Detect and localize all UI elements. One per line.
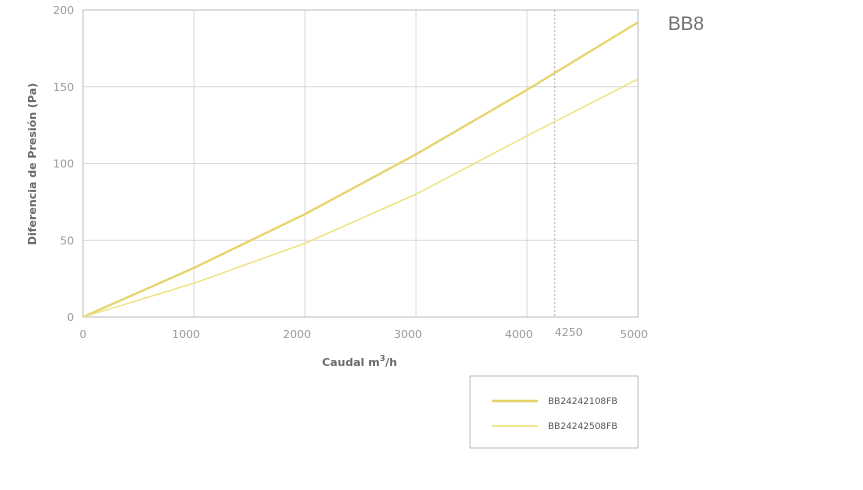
y-tick-labels: 0 50 100 150 200	[53, 4, 74, 324]
y-tick-label: 150	[53, 81, 74, 94]
legend-label: BB24242508FB	[548, 422, 618, 432]
legend-label: BB24242108FB	[548, 397, 618, 407]
y-tick-label: 0	[67, 311, 74, 324]
x-axis-title-sup: 3	[380, 354, 386, 363]
legend: BB24242108FB BB24242508FB	[469, 375, 639, 449]
y-tick-label: 200	[53, 4, 74, 17]
x-tick-label: 1000	[172, 328, 200, 341]
series-line	[82, 78, 639, 318]
legend-items: BB24242108FB BB24242508FB	[492, 397, 618, 432]
x-axis-title-tail: /h	[385, 356, 397, 369]
x-tick-label: 4000	[505, 328, 533, 341]
x-tick-label: 0	[80, 328, 87, 341]
y-tick-label: 50	[60, 234, 74, 247]
chart-title: BB8	[668, 14, 704, 35]
x-tick-label: 5000	[620, 328, 648, 341]
x-axis-title-main: Caudal m	[322, 356, 380, 369]
x-axis-title: Caudal m3/h	[322, 354, 397, 369]
series-line	[82, 21, 639, 319]
x-tick-label: 2000	[283, 328, 311, 341]
series-lines	[82, 21, 639, 319]
legend-box	[469, 375, 639, 449]
y-axis-title: Diferencia de Presión (Pa)	[26, 83, 39, 245]
y-tick-label: 100	[53, 158, 74, 171]
marker-label: 4250	[555, 326, 583, 339]
x-tick-label: 3000	[394, 328, 422, 341]
plot-frame	[82, 9, 639, 318]
x-tick-labels: 0 1000 2000 3000 4000 5000	[80, 328, 649, 341]
grid-lines	[83, 10, 638, 317]
